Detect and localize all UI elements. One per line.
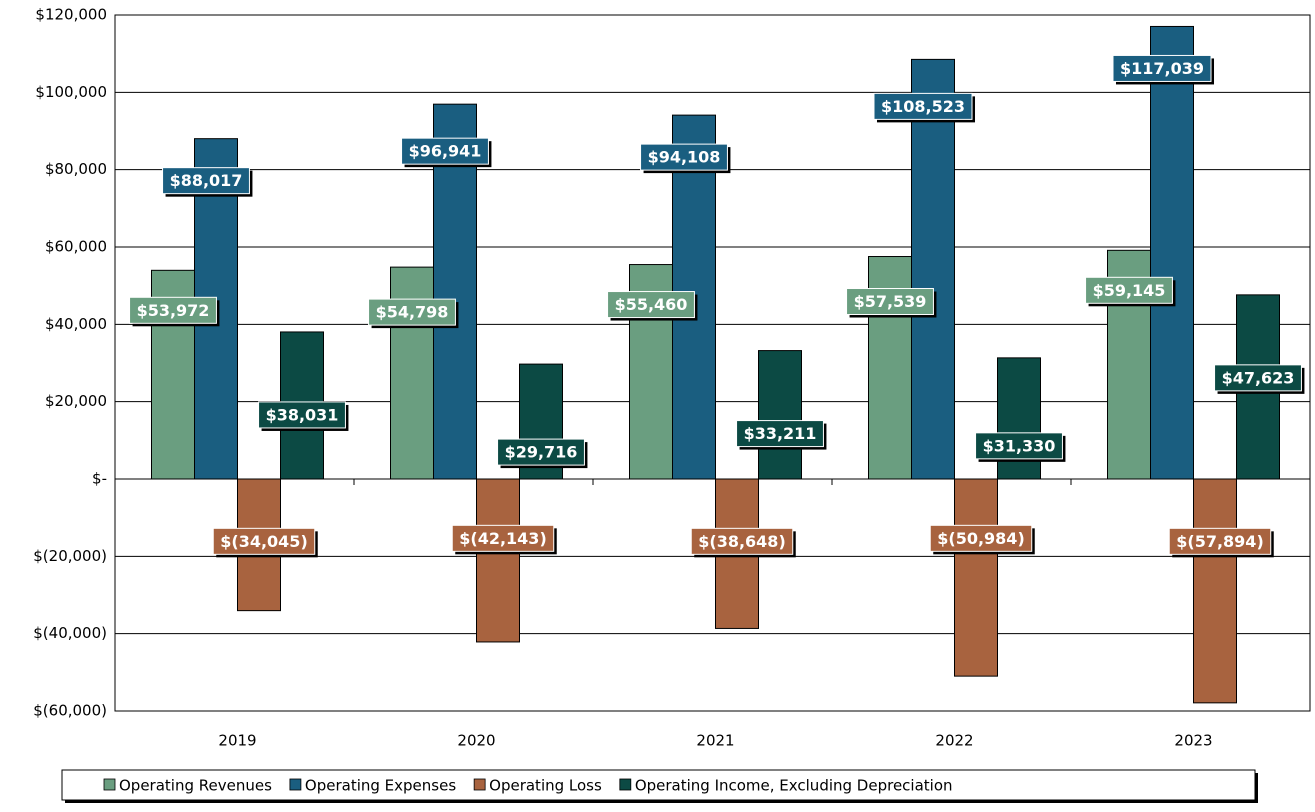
label-box — [975, 432, 1063, 460]
legend: Operating Revenues Operating Expenses Oper… — [61, 769, 1258, 803]
x-tick-label: 2021 — [696, 732, 734, 750]
label-box — [258, 401, 346, 429]
data-label-text: $(57,894) — [1176, 532, 1264, 551]
label-box — [1168, 527, 1272, 555]
data-label: $57,539 — [854, 292, 927, 311]
data-label-text: $94,108 — [648, 148, 721, 167]
x-tick-label: 2023 — [1174, 732, 1212, 750]
data-label: $(50,984) — [937, 529, 1025, 548]
y-tick-label: $- — [92, 470, 107, 488]
data-label-text: $108,523 — [881, 97, 965, 116]
label-box — [368, 298, 456, 326]
data-label: $(34,045) — [220, 532, 308, 551]
label-box — [1085, 276, 1173, 304]
data-label-text: $88,017 — [170, 171, 243, 190]
data-label-text: $33,211 — [744, 424, 817, 443]
bar — [476, 478, 520, 643]
data-label: $53,972 — [137, 301, 210, 320]
data-label: $33,211 — [744, 424, 817, 443]
data-label: $(42,143) — [459, 529, 547, 548]
legend-swatch — [289, 778, 302, 791]
label-box — [690, 527, 794, 555]
label-box — [162, 167, 250, 195]
legend-label: Operating Revenues — [119, 777, 272, 795]
label-box — [929, 524, 1033, 552]
data-label-text: $38,031 — [266, 405, 339, 424]
bar — [954, 478, 998, 677]
data-label: $38,031 — [266, 405, 339, 424]
label-box — [873, 92, 973, 120]
label-box — [129, 296, 217, 324]
data-label-text: $55,460 — [615, 295, 688, 314]
x-tick-label: 2019 — [218, 732, 256, 750]
label-box — [640, 143, 728, 171]
y-tick-label: $20,000 — [45, 392, 107, 410]
data-label-text: $29,716 — [505, 443, 578, 462]
data-label: $47,623 — [1222, 368, 1295, 387]
data-label-text: $59,145 — [1093, 281, 1166, 300]
data-label: $88,017 — [170, 171, 243, 190]
data-label-text: $54,798 — [376, 303, 449, 322]
data-label: $117,039 — [1120, 59, 1204, 78]
y-tick-label: $(40,000) — [33, 624, 107, 642]
data-label-text: $57,539 — [854, 292, 927, 311]
label-box — [1214, 364, 1302, 392]
data-label: $(57,894) — [1176, 532, 1264, 551]
legend-box — [61, 769, 1256, 801]
data-label: $55,460 — [615, 295, 688, 314]
plot-border — [114, 14, 1311, 712]
bar — [1193, 478, 1237, 704]
label-box — [607, 291, 695, 319]
data-label: $29,716 — [505, 443, 578, 462]
data-label: $59,145 — [1093, 281, 1166, 300]
bar — [1150, 25, 1194, 480]
y-tick-label: $60,000 — [45, 238, 107, 256]
data-label-text: $(50,984) — [937, 529, 1025, 548]
x-tick-label: 2022 — [935, 732, 973, 750]
data-label-text: $(34,045) — [220, 532, 308, 551]
label-box — [212, 527, 316, 555]
data-label-text: $96,941 — [409, 142, 482, 161]
label-box — [736, 420, 824, 448]
data-label-text: $31,330 — [983, 436, 1056, 455]
legend-label: Operating Expenses — [305, 777, 456, 795]
label-box — [1112, 54, 1212, 82]
y-tick-label: $100,000 — [35, 83, 107, 101]
data-label: $96,941 — [409, 142, 482, 161]
data-label: $(38,648) — [698, 532, 786, 551]
legend-swatch — [619, 778, 632, 791]
y-tick-label: $(20,000) — [33, 547, 107, 565]
data-label: $54,798 — [376, 303, 449, 322]
bar — [911, 58, 955, 480]
legend-label: Operating Income, Excluding Depreciation — [635, 777, 953, 795]
legend-label: Operating Loss — [489, 777, 602, 795]
label-box — [401, 137, 489, 165]
y-tick-label: $40,000 — [45, 315, 107, 333]
y-tick-label: $(60,000) — [33, 702, 107, 720]
data-label-text: $47,623 — [1222, 368, 1295, 387]
label-box — [497, 438, 585, 466]
data-label: $108,523 — [881, 97, 965, 116]
legend-swatch — [473, 778, 486, 791]
x-tick-label: 2020 — [457, 732, 495, 750]
data-label-text: $117,039 — [1120, 59, 1204, 78]
label-box — [451, 524, 555, 552]
data-label: $31,330 — [983, 436, 1056, 455]
data-label: $94,108 — [648, 148, 721, 167]
data-label-text: $53,972 — [137, 301, 210, 320]
y-tick-label: $120,000 — [35, 6, 107, 24]
legend-swatch — [103, 778, 116, 791]
data-label-text: $(42,143) — [459, 529, 547, 548]
data-label-text: $(38,648) — [698, 532, 786, 551]
label-box — [846, 288, 934, 316]
bar — [758, 350, 802, 480]
y-tick-label: $80,000 — [45, 160, 107, 178]
